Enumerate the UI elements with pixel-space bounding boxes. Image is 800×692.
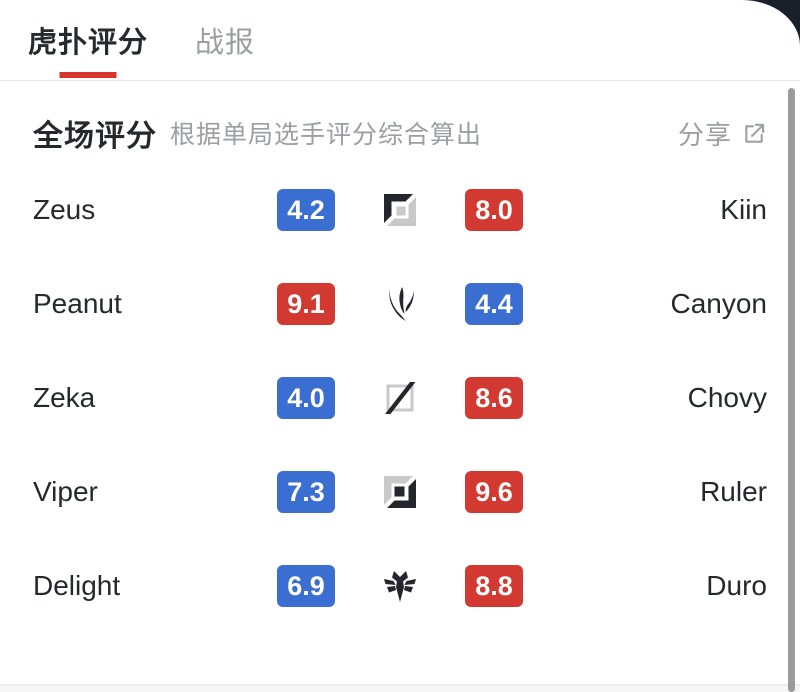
score-badge-right: 8.0 <box>465 189 523 231</box>
top-lane-icon <box>382 192 418 228</box>
player-name-right: Canyon <box>670 288 767 319</box>
score-badge-left: 6.9 <box>277 565 335 607</box>
jungle-icon <box>382 286 418 322</box>
tab-hupu-rating[interactable]: 虎扑评分 <box>28 0 148 80</box>
mid-lane-icon <box>382 380 418 416</box>
score-badge-left: 7.3 <box>277 471 335 513</box>
share-button[interactable]: 分享 <box>678 115 767 152</box>
score-badge-left: 4.2 <box>277 189 335 231</box>
section-divider <box>0 684 800 692</box>
player-name-right: Duro <box>706 570 767 601</box>
score-badge-right: 4.4 <box>465 283 523 325</box>
rating-row-top: Zeus 4.2 8.0 Kiin <box>33 163 767 257</box>
rating-row-bot: Viper 7.3 9.6 Ruler <box>33 445 767 539</box>
tab-battle-report-label: 战报 <box>195 27 256 59</box>
support-icon <box>382 568 418 604</box>
player-name-left: Delight <box>33 570 121 601</box>
player-name-left: Peanut <box>33 288 122 319</box>
section-title: 全场评分 <box>33 120 157 153</box>
player-name-left: Zeus <box>33 194 96 225</box>
rating-row-mid: Zeka 4.0 8.6 Chovy <box>33 351 767 445</box>
tab-battle-report[interactable]: 战报 <box>195 0 255 80</box>
player-name-right: Kiin <box>720 194 767 225</box>
score-badge-right: 8.8 <box>465 565 523 607</box>
score-badge-left: 4.0 <box>277 377 335 419</box>
player-name-right: Chovy <box>687 382 767 413</box>
section-subtitle: 根据单局选手评分综合算出 <box>170 121 483 149</box>
bot-lane-icon <box>382 474 418 510</box>
scrollbar[interactable] <box>788 88 795 692</box>
share-external-icon <box>742 121 767 146</box>
score-badge-right: 9.6 <box>465 471 523 513</box>
section-header: 全场评分 根据单局选手评分综合算出 分享 <box>33 111 767 155</box>
player-name-left: Zeka <box>33 382 96 413</box>
score-badge-left: 9.1 <box>277 283 335 325</box>
rating-content: 全场评分 根据单局选手评分综合算出 分享 Zeus 4.2 <box>0 111 800 633</box>
player-name-right: Ruler <box>700 476 767 507</box>
rating-rows: Zeus 4.2 8.0 Kiin Peanut 9.1 <box>33 163 767 633</box>
share-button-label: 分享 <box>677 119 732 150</box>
rating-row-support: Delight 6.9 8.8 Duro <box>33 539 767 633</box>
rating-row-jungle: Peanut 9.1 4.4 Canyon <box>33 257 767 351</box>
tab-hupu-rating-label: 虎扑评分 <box>28 27 149 59</box>
tab-bar: 虎扑评分 战报 <box>0 0 800 81</box>
score-badge-right: 8.6 <box>465 377 523 419</box>
active-tab-underline <box>59 72 117 78</box>
player-name-left: Viper <box>33 476 98 507</box>
